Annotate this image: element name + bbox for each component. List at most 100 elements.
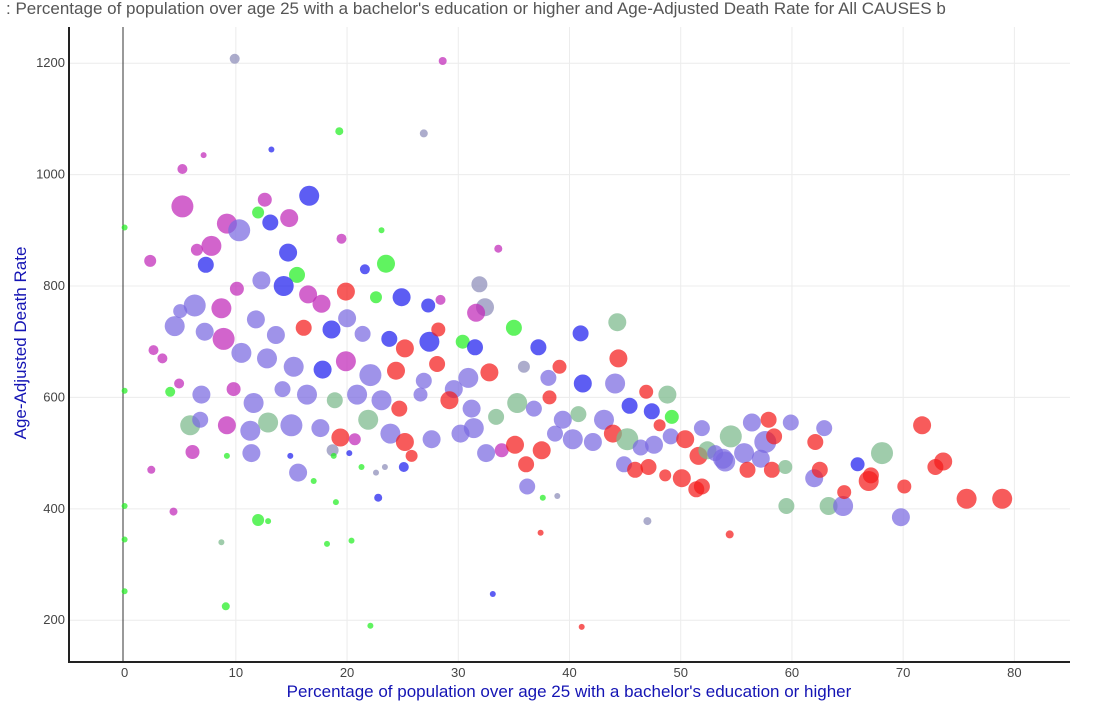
data-point[interactable] (956, 488, 977, 509)
data-point[interactable] (331, 428, 350, 447)
data-point[interactable] (252, 206, 265, 219)
data-point[interactable] (725, 530, 734, 539)
data-point[interactable] (658, 385, 677, 404)
data-point[interactable] (525, 400, 542, 417)
data-point[interactable] (532, 441, 551, 460)
data-point[interactable] (273, 276, 294, 296)
data-point[interactable] (121, 224, 128, 231)
data-point[interactable] (751, 449, 770, 468)
data-point[interactable] (494, 443, 509, 458)
data-point[interactable] (289, 266, 305, 283)
data-point[interactable] (653, 419, 666, 432)
data-point[interactable] (627, 461, 644, 478)
data-point[interactable] (763, 461, 780, 478)
data-point[interactable] (229, 281, 244, 296)
data-point[interactable] (419, 129, 428, 138)
data-point[interactable] (289, 463, 308, 482)
data-point[interactable] (778, 460, 793, 474)
data-point[interactable] (897, 479, 912, 494)
data-point[interactable] (336, 233, 347, 244)
data-point[interactable] (157, 353, 168, 364)
data-point[interactable] (221, 602, 230, 611)
data-point[interactable] (212, 327, 235, 350)
data-point[interactable] (537, 529, 544, 536)
data-point[interactable] (608, 313, 627, 332)
data-point[interactable] (148, 345, 159, 356)
data-point[interactable] (373, 469, 379, 476)
data-point[interactable] (252, 271, 271, 290)
data-point[interactable] (223, 452, 230, 459)
data-point[interactable] (438, 57, 447, 65)
data-point[interactable] (871, 442, 893, 465)
data-point[interactable] (121, 588, 128, 595)
data-point[interactable] (257, 348, 277, 369)
data-point[interactable] (539, 494, 546, 501)
data-point[interactable] (392, 288, 411, 307)
data-point[interactable] (862, 467, 879, 484)
data-point[interactable] (395, 433, 414, 451)
data-point[interactable] (739, 461, 756, 478)
data-point[interactable] (121, 503, 128, 509)
data-point[interactable] (440, 391, 459, 410)
data-point[interactable] (218, 539, 225, 546)
data-point[interactable] (252, 514, 265, 526)
data-point[interactable] (850, 457, 865, 472)
data-point[interactable] (283, 356, 304, 377)
data-point[interactable] (540, 369, 557, 386)
data-point[interactable] (489, 591, 496, 597)
data-point[interactable] (242, 444, 261, 463)
data-point[interactable] (177, 164, 188, 174)
data-point[interactable] (367, 622, 374, 629)
data-point[interactable] (312, 294, 331, 313)
data-point[interactable] (583, 433, 602, 451)
data-point[interactable] (811, 461, 828, 478)
data-point[interactable] (421, 298, 436, 313)
data-point[interactable] (258, 412, 279, 433)
data-point[interactable] (816, 420, 833, 437)
data-point[interactable] (645, 435, 663, 454)
data-point[interactable] (455, 334, 470, 349)
data-point[interactable] (913, 416, 932, 435)
data-point[interactable] (164, 316, 185, 337)
data-point[interactable] (530, 339, 547, 356)
data-point[interactable] (672, 469, 691, 488)
data-point[interactable] (197, 256, 214, 273)
data-point[interactable] (398, 462, 409, 472)
data-point[interactable] (431, 322, 446, 337)
data-point[interactable] (311, 419, 330, 438)
data-point[interactable] (335, 351, 356, 372)
data-point[interactable] (572, 325, 589, 342)
data-point[interactable] (299, 285, 318, 304)
data-point[interactable] (507, 393, 528, 413)
data-point[interactable] (144, 254, 157, 267)
data-point[interactable] (553, 410, 572, 429)
data-point[interactable] (734, 443, 755, 464)
data-point[interactable] (257, 192, 272, 207)
data-point[interactable] (562, 429, 583, 450)
data-point[interactable] (313, 360, 332, 379)
data-point[interactable] (173, 304, 188, 319)
data-point[interactable] (377, 254, 395, 273)
data-point[interactable] (391, 400, 408, 417)
data-point[interactable] (229, 53, 240, 64)
data-point[interactable] (467, 303, 486, 322)
data-point[interactable] (121, 536, 128, 543)
data-point[interactable] (422, 430, 441, 449)
data-point[interactable] (429, 356, 446, 372)
data-point[interactable] (477, 444, 496, 463)
data-point[interactable] (609, 349, 628, 368)
data-point[interactable] (226, 382, 241, 397)
data-point[interactable] (299, 185, 320, 206)
data-point[interactable] (268, 146, 275, 153)
data-point[interactable] (419, 331, 440, 352)
data-point[interactable] (165, 386, 176, 397)
data-point[interactable] (693, 478, 710, 495)
data-point[interactable] (347, 384, 368, 405)
data-point[interactable] (643, 403, 660, 420)
data-point[interactable] (659, 469, 672, 482)
data-point[interactable] (330, 452, 337, 459)
data-point[interactable] (370, 291, 382, 304)
data-point[interactable] (359, 364, 382, 387)
data-point[interactable] (279, 243, 298, 262)
data-point[interactable] (358, 464, 365, 470)
